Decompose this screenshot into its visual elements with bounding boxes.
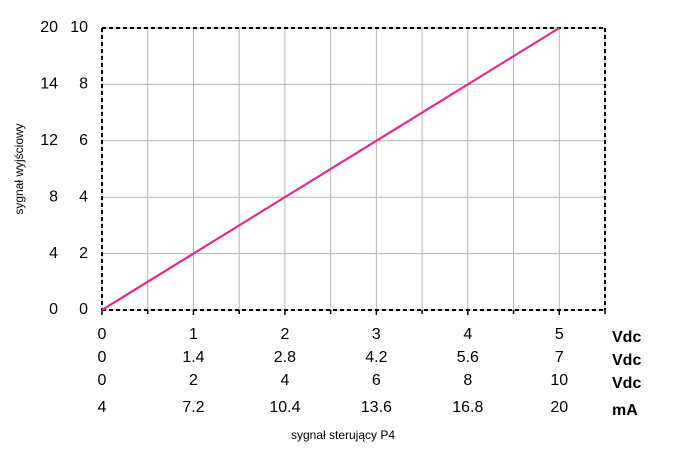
x-tick-label: 3	[372, 326, 381, 343]
x-scale-label: 2	[189, 372, 198, 389]
x-scale-label: 0	[98, 349, 107, 366]
y-axis-label: sygnał wyjściowy	[12, 123, 26, 214]
x-tick-label: 2	[280, 326, 289, 343]
x-scale-unit: Vdc	[612, 352, 641, 369]
x-scale-label: 10.4	[269, 399, 300, 416]
x-scale-label: 20	[550, 399, 568, 416]
series-line	[101, 27, 560, 311]
y-tick-label: 10	[70, 19, 88, 36]
x-scale-unit: Vdc	[612, 375, 641, 392]
y-tick-label: 2	[79, 245, 88, 262]
x-scale-label: 4	[280, 372, 289, 389]
x-scale-unit: mA	[612, 402, 638, 419]
x-tick-label: 5	[555, 326, 564, 343]
x-scale-label: 5.6	[457, 349, 479, 366]
x-tick-label: 1	[189, 326, 198, 343]
x-scale-label: 4.2	[365, 349, 387, 366]
x-scale-label: 8	[463, 372, 472, 389]
x-scale-label: 1.4	[182, 349, 204, 366]
x-scale-label: 16.8	[452, 399, 483, 416]
x-scale-label: 7.2	[182, 399, 204, 416]
x-tick-label: 4	[463, 326, 472, 343]
x-scale-label: 0	[98, 372, 107, 389]
y2-tick-label: 8	[49, 188, 58, 205]
x-axis-label: sygnał sterujący P4	[291, 428, 395, 442]
x-scale-label: 2.8	[274, 349, 296, 366]
x-scale-label: 4	[98, 399, 107, 416]
x-tick-label: 0	[98, 326, 107, 343]
x-scale-label: 13.6	[361, 399, 392, 416]
y-tick-label: 4	[79, 188, 88, 205]
y-tick-label: 0	[79, 301, 88, 318]
x-unit: Vdc	[612, 329, 641, 346]
x-scale-label: 6	[372, 372, 381, 389]
y2-tick-label: 12	[40, 132, 58, 149]
y-tick-label: 8	[79, 76, 88, 93]
x-scale-label: 10	[550, 372, 568, 389]
y2-tick-label: 14	[40, 76, 58, 93]
y2-tick-label: 20	[40, 19, 58, 36]
y-tick-label: 6	[79, 132, 88, 149]
x-scale-label: 7	[555, 349, 564, 366]
y2-tick-label: 4	[49, 245, 58, 262]
y2-tick-label: 0	[49, 301, 58, 318]
